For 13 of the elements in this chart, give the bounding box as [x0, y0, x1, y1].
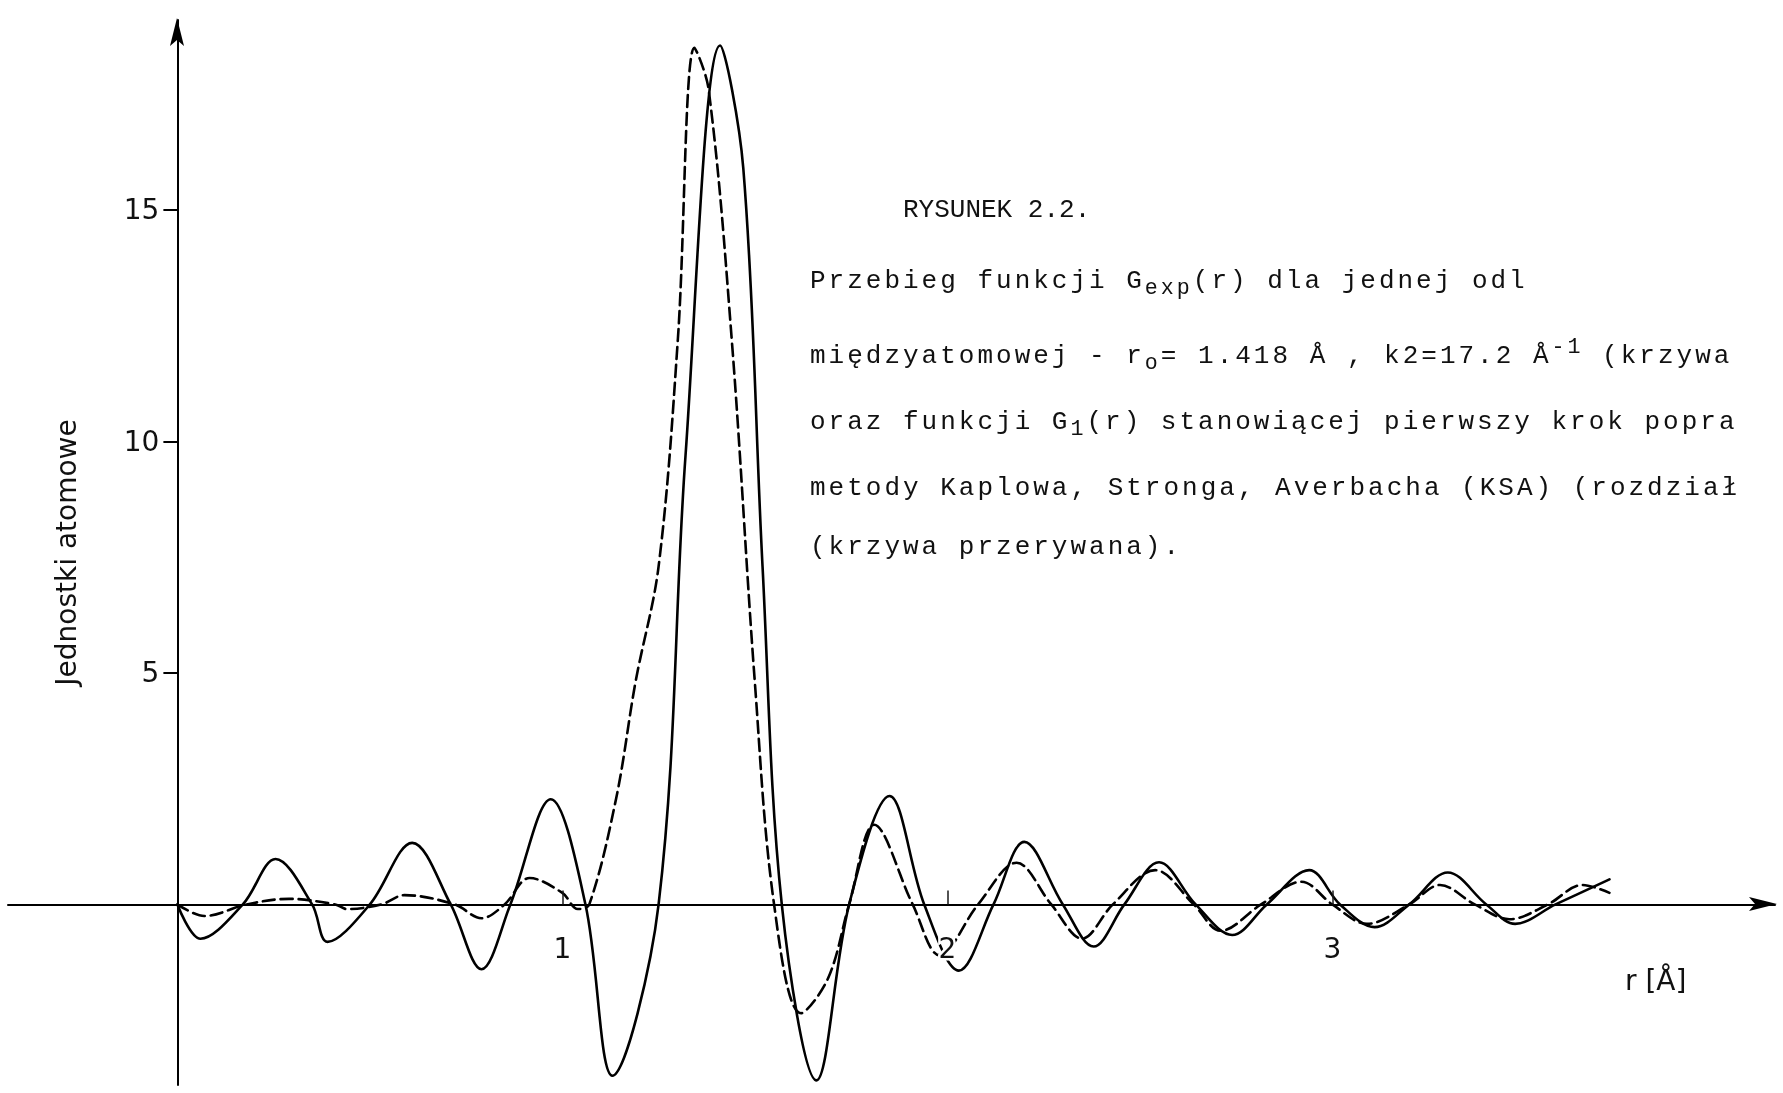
- y-tick-label: 10: [123, 424, 160, 458]
- y-axis-title: Jednostki atomowe: [49, 419, 83, 688]
- x-axis-title: r [Å]: [1625, 962, 1687, 997]
- annotation: międzyatomowej - r$_{o}$= 1.418 Å , k2=17.2 Å$^{-1}$ (krzywa: [810, 334, 1734, 379]
- annotation: oraz funkcji G$_{1}$(r) stanowiącej pierwszy krok popra: [810, 406, 1739, 445]
- y-tick-label: 5: [141, 656, 160, 690]
- annotation: Przebieg funkcji G$_{exp}$(r) dla jednej odl: [810, 265, 1529, 304]
- text: RYSUNEK 2.2.: [903, 195, 1091, 225]
- x-tick-label: 3: [1323, 931, 1342, 965]
- y-tick-label: 15: [123, 193, 160, 227]
- x-tick-label: 1: [553, 931, 572, 965]
- annotation: (krzywa przerywana).: [810, 531, 1184, 565]
- annotation: metody Kaplowa, Stronga, Averbacha (KSA) (rozdział: [810, 472, 1741, 506]
